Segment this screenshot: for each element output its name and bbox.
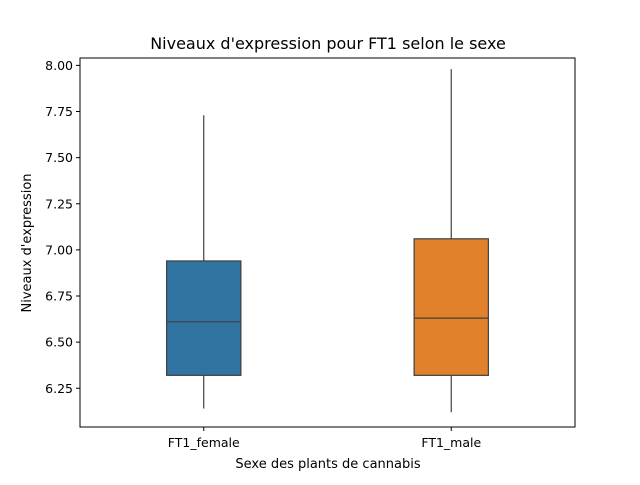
box-FT1_female — [166, 260, 242, 376]
x-tick-label: FT1_female — [168, 435, 240, 450]
x-tick-label: FT1_male — [421, 435, 481, 450]
axes-frame — [79, 57, 576, 428]
y-tick-label: 6.50 — [45, 335, 73, 350]
y-tick-label: 7.75 — [45, 104, 73, 119]
y-tick-label: 8.00 — [45, 58, 73, 73]
y-tick-label: 6.75 — [45, 289, 73, 304]
x-axis-label: Sexe des plants de cannabis — [235, 457, 420, 472]
y-tick-label: 7.00 — [45, 242, 73, 257]
plot-area: 6.25 6.50 6.75 7.00 7.25 7.50 7.75 8.00 FT1_fema… — [45, 58, 489, 450]
box-FT1_male — [413, 238, 489, 376]
y-axis-label: Niveaux d'expression — [20, 173, 35, 312]
y-tick-label: 6.25 — [45, 381, 73, 396]
y-tick-label: 7.50 — [45, 150, 73, 165]
y-tick-label: 7.25 — [45, 196, 73, 211]
chart-title: Niveaux d'expression pour FT1 selon le s… — [150, 34, 506, 53]
